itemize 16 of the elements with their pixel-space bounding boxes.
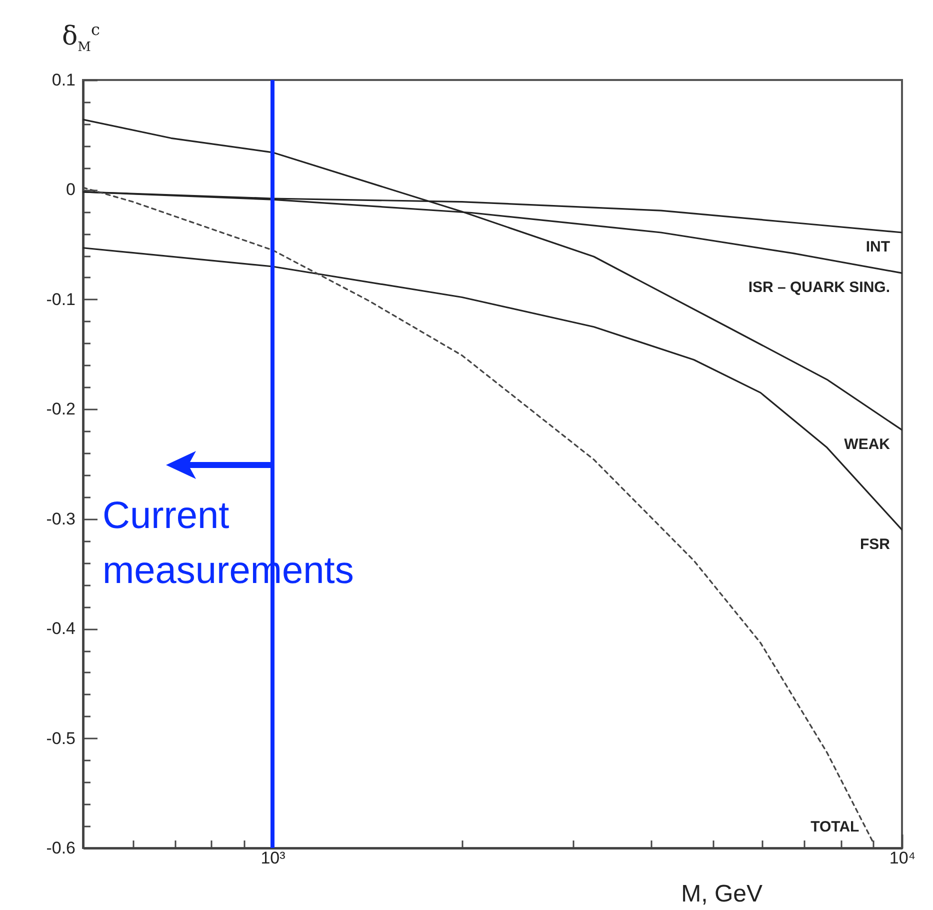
y-tick-label: 0.1	[52, 70, 76, 90]
x-tick-label: 10⁴	[889, 848, 916, 868]
series-label: WEAK	[844, 436, 890, 453]
y-tick-label: 0	[66, 180, 76, 200]
y-tick-label: -0.5	[46, 728, 76, 748]
series-label: INT	[866, 238, 890, 256]
x-tick-label: 10³	[260, 848, 286, 868]
y-tick-label: -0.1	[46, 290, 76, 309]
y-tick-label: -0.2	[46, 400, 76, 419]
y-tick-label: -0.4	[46, 619, 76, 638]
series-label: ISR – QUARK SING.	[748, 279, 890, 296]
y-tick-label: -0.3	[46, 509, 76, 528]
x-axis-title: M, GeV	[681, 880, 762, 908]
series-label: FSR	[860, 536, 890, 553]
series-label: TOTAL	[810, 818, 860, 836]
y-tick-label: -0.6	[46, 838, 76, 858]
